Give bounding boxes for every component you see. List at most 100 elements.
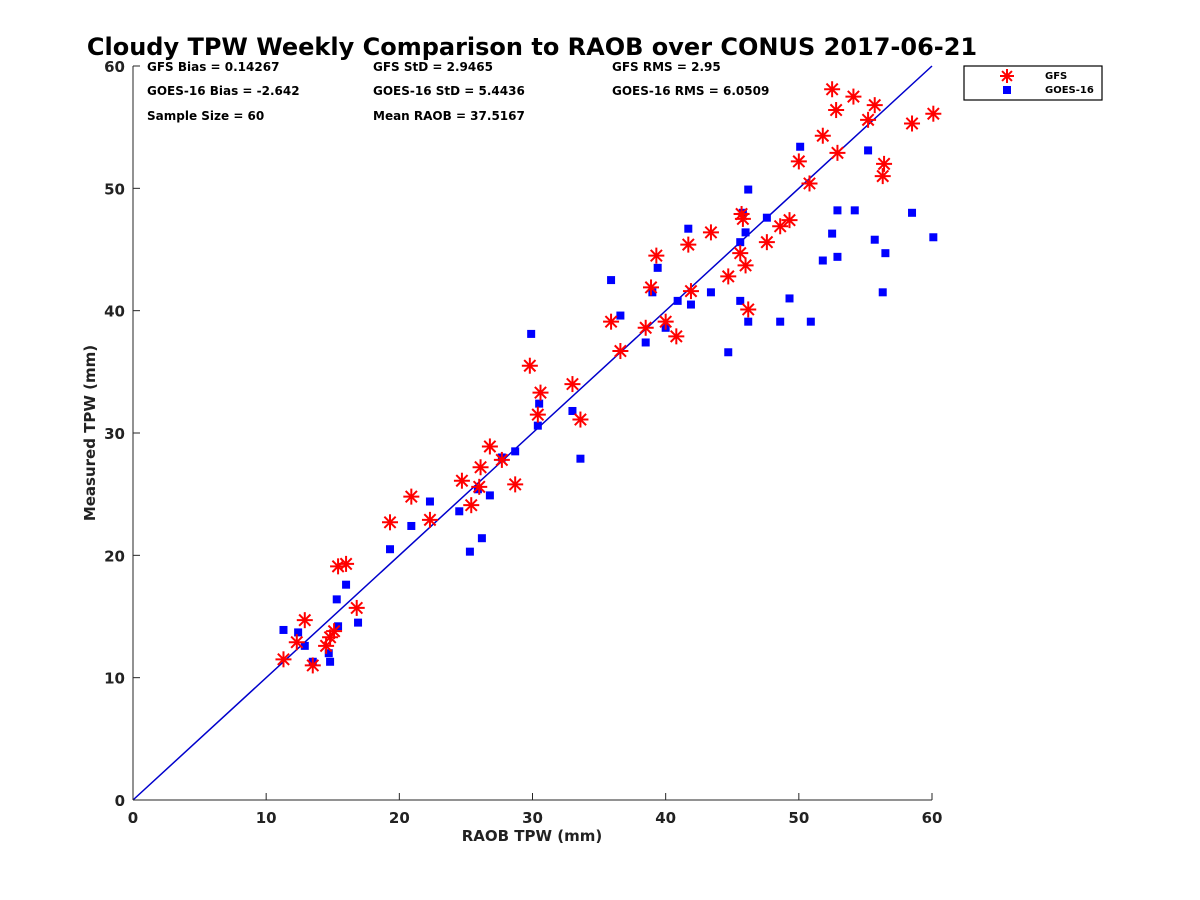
goes16-point bbox=[744, 185, 753, 194]
goes16-point bbox=[607, 276, 616, 285]
x-tick-label: 30 bbox=[522, 809, 543, 827]
legend-goes-marker bbox=[1003, 86, 1011, 94]
goes16-point bbox=[828, 229, 837, 238]
legend-box bbox=[963, 65, 1103, 101]
goes16-point bbox=[511, 447, 520, 456]
gfs-point bbox=[572, 411, 589, 428]
goes16-point bbox=[354, 618, 363, 627]
goes16-point bbox=[744, 317, 753, 326]
goes16-point bbox=[326, 657, 335, 666]
gfs-point bbox=[829, 144, 846, 161]
goes16-point bbox=[294, 628, 303, 637]
goes16-point bbox=[386, 545, 395, 554]
gfs-point bbox=[275, 651, 292, 668]
gfs-point bbox=[637, 319, 654, 336]
x-tick-label: 40 bbox=[655, 809, 676, 827]
gfs-point bbox=[296, 612, 313, 629]
legend-goes-square bbox=[1003, 86, 1011, 94]
goes16-point bbox=[833, 252, 842, 261]
x-tick-label: 60 bbox=[922, 809, 943, 827]
gfs-point bbox=[801, 175, 818, 192]
gfs-point bbox=[720, 268, 737, 285]
goes16-point bbox=[407, 521, 416, 530]
gfs-point bbox=[737, 257, 754, 274]
gfs-point bbox=[643, 279, 660, 296]
goes16-point bbox=[324, 649, 333, 658]
goes16-point bbox=[706, 288, 715, 297]
gfs-point bbox=[790, 153, 807, 170]
gfs-point bbox=[758, 234, 775, 251]
gfs-point bbox=[814, 127, 831, 144]
x-tick-label: 50 bbox=[788, 809, 809, 827]
goes16-point bbox=[741, 228, 750, 237]
one-to-one-reference-line bbox=[132, 65, 933, 801]
y-tick-label: 10 bbox=[104, 670, 125, 688]
goes16-point bbox=[648, 288, 657, 297]
goes16-point bbox=[736, 296, 745, 305]
goes16-point bbox=[485, 491, 494, 500]
goes16-point bbox=[881, 249, 890, 258]
goes16-point bbox=[641, 338, 650, 347]
gfs-point bbox=[860, 111, 877, 128]
goes-rms-text: GOES-16 RMS = 6.0509 bbox=[612, 84, 769, 98]
gfs-point bbox=[668, 328, 685, 345]
goes16-point bbox=[576, 454, 585, 463]
gfs-point bbox=[845, 88, 862, 105]
gfs-point bbox=[904, 115, 921, 132]
gfs-point bbox=[481, 438, 498, 455]
gfs-point bbox=[702, 224, 719, 241]
gfs-point bbox=[680, 236, 697, 253]
goes16-point bbox=[342, 580, 351, 589]
x-tick-label: 0 bbox=[128, 809, 138, 827]
y-tick-label: 50 bbox=[104, 180, 125, 198]
gfs-point bbox=[732, 245, 749, 262]
goes16-point bbox=[908, 208, 917, 217]
goes16-point bbox=[818, 256, 827, 265]
gfs-point bbox=[421, 511, 438, 528]
y-tick-label: 0 bbox=[115, 792, 125, 810]
goes16-point bbox=[762, 213, 771, 222]
gfs-point bbox=[348, 599, 365, 616]
goes16-point bbox=[533, 421, 542, 430]
gfs-rms-text: GFS RMS = 2.95 bbox=[612, 60, 721, 74]
data-points bbox=[275, 81, 942, 674]
goes16-point bbox=[736, 238, 745, 247]
gfs-point bbox=[382, 514, 399, 531]
sample-size-text: Sample Size = 60 bbox=[147, 109, 264, 123]
gfs-point bbox=[463, 497, 480, 514]
goes-std-text: GOES-16 StD = 5.4436 bbox=[373, 84, 525, 98]
legend-gfs-marker bbox=[1000, 69, 1014, 83]
goes16-point bbox=[929, 233, 938, 242]
goes16-point bbox=[535, 399, 544, 408]
y-tick-label: 20 bbox=[104, 547, 125, 565]
gfs-point bbox=[772, 218, 789, 235]
gfs-point bbox=[403, 488, 420, 505]
gfs-point bbox=[493, 451, 510, 468]
y-tick-label: 30 bbox=[104, 425, 125, 443]
gfs-point bbox=[648, 247, 665, 264]
y-tick-label: 40 bbox=[104, 303, 125, 321]
goes16-point bbox=[684, 224, 693, 233]
statistics-annotations: GFS Bias = 0.14267 GOES-16 Bias = -2.642… bbox=[147, 60, 769, 123]
gfs-point bbox=[288, 634, 305, 651]
goes16-point bbox=[568, 406, 577, 415]
goes16-point bbox=[300, 641, 309, 650]
goes16-point bbox=[653, 263, 662, 272]
goes16-point bbox=[878, 288, 887, 297]
gfs-point bbox=[925, 105, 942, 122]
gfs-point bbox=[304, 657, 321, 674]
goes16-point bbox=[776, 317, 785, 326]
goes16-point bbox=[455, 507, 464, 516]
goes16-point bbox=[833, 206, 842, 215]
gfs-point bbox=[521, 357, 538, 374]
gfs-point bbox=[529, 406, 546, 423]
gfs-point bbox=[507, 476, 524, 493]
y-axis-label: Measured TPW (mm) bbox=[81, 345, 99, 521]
gfs-point bbox=[874, 168, 891, 185]
goes16-point bbox=[425, 497, 434, 506]
legend-goes-label: GOES-16 bbox=[1045, 85, 1094, 96]
goes16-point bbox=[332, 595, 341, 604]
gfs-std-text: GFS StD = 2.9465 bbox=[373, 60, 493, 74]
goes16-point bbox=[785, 294, 794, 303]
